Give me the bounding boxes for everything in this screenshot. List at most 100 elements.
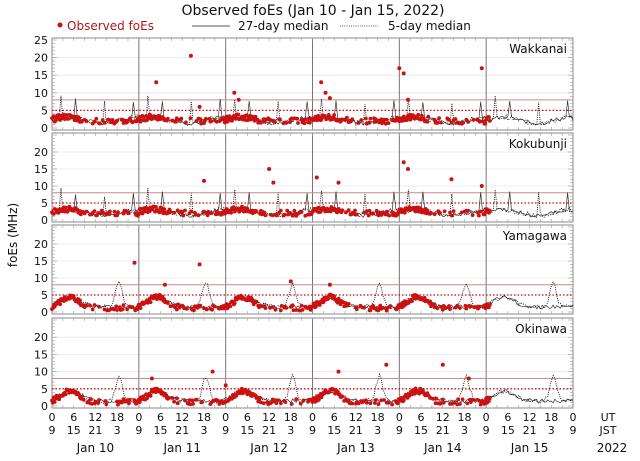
observed-point bbox=[299, 210, 304, 214]
observed-point bbox=[172, 210, 177, 215]
x-jst-tick-label: 9 bbox=[570, 424, 577, 437]
observed-point bbox=[236, 112, 241, 117]
observed-point bbox=[382, 398, 386, 402]
observed-point bbox=[98, 121, 102, 126]
observed-point bbox=[150, 207, 155, 212]
y-tick-label: 10 bbox=[34, 272, 48, 285]
observed-point bbox=[326, 113, 331, 117]
x-ut-tick-label: 0 bbox=[135, 411, 142, 424]
x-jst-tick-label: 15 bbox=[501, 424, 515, 437]
observed-point bbox=[346, 208, 351, 213]
observed-point bbox=[121, 303, 126, 308]
observed-point bbox=[157, 210, 162, 215]
observed-outlier bbox=[236, 97, 241, 102]
x-jst-tick-label: 15 bbox=[414, 424, 428, 437]
observed-point bbox=[126, 211, 131, 216]
observed-outlier bbox=[149, 376, 154, 381]
observed-point bbox=[364, 116, 368, 121]
observed-point bbox=[425, 208, 430, 213]
observed-point bbox=[209, 119, 214, 124]
observed-point bbox=[112, 209, 117, 214]
x-jst-tick-label: 21 bbox=[349, 424, 363, 437]
x-ut-tick-label: 12 bbox=[262, 411, 276, 424]
observed-point bbox=[114, 304, 119, 309]
x-ut-tick-label: 6 bbox=[504, 411, 511, 424]
observed-point bbox=[425, 119, 430, 124]
observed-point bbox=[465, 401, 470, 406]
x-jst-tick-label: 9 bbox=[396, 424, 403, 437]
observed-outlier bbox=[267, 167, 272, 171]
observed-point bbox=[67, 296, 72, 301]
observed-point bbox=[285, 208, 290, 213]
x-jst-tick-label: 3 bbox=[461, 424, 468, 437]
observed-point bbox=[478, 119, 483, 124]
x-jst-tick-label: 21 bbox=[436, 424, 450, 437]
observed-point bbox=[79, 119, 84, 124]
x-ut-tick-label: 12 bbox=[88, 411, 102, 424]
observed-point bbox=[138, 119, 143, 124]
observed-point bbox=[346, 302, 351, 306]
observed-point bbox=[353, 208, 357, 213]
observed-point bbox=[245, 298, 250, 303]
observed-point bbox=[438, 211, 442, 215]
observed-point bbox=[278, 117, 282, 122]
observed-point bbox=[307, 120, 312, 125]
observed-point bbox=[487, 115, 491, 119]
x-jst-tick-label: 3 bbox=[548, 424, 555, 437]
observed-point bbox=[434, 396, 439, 401]
observed-point bbox=[435, 306, 440, 311]
observed-point bbox=[192, 308, 196, 313]
observed-point bbox=[215, 398, 220, 403]
day-label: Jan 14 bbox=[423, 441, 462, 455]
observed-outlier bbox=[319, 80, 324, 85]
x-ut-tick-label: 12 bbox=[175, 411, 189, 424]
observed-outlier bbox=[154, 80, 159, 85]
observed-point bbox=[272, 398, 277, 403]
observed-outlier bbox=[188, 53, 193, 58]
observed-point bbox=[56, 211, 61, 215]
observed-point bbox=[108, 209, 112, 214]
observed-point bbox=[209, 211, 214, 216]
observed-point bbox=[298, 401, 303, 406]
station-label: Wakkanai bbox=[509, 42, 567, 56]
observed-outlier bbox=[440, 362, 445, 367]
observed-point bbox=[350, 117, 355, 122]
observed-outlier bbox=[479, 66, 484, 71]
observed-point bbox=[229, 210, 234, 215]
observed-point bbox=[253, 114, 258, 119]
observed-point bbox=[205, 213, 210, 218]
observed-point bbox=[97, 304, 101, 309]
ut-row-label: UT bbox=[601, 411, 616, 424]
observed-point bbox=[460, 397, 465, 402]
panel-wakkanai: 0 5 10 15 20 25 Wakkanai bbox=[34, 34, 574, 135]
x-ut-tick-label: 0 bbox=[483, 411, 490, 424]
observed-outlier bbox=[327, 282, 332, 287]
observed-point bbox=[148, 394, 153, 398]
observed-point bbox=[439, 120, 443, 125]
observed-outlier bbox=[271, 180, 276, 185]
observed-point bbox=[429, 211, 433, 215]
observed-point bbox=[294, 308, 299, 312]
observed-point bbox=[204, 307, 209, 312]
observed-point bbox=[255, 117, 260, 122]
observed-point bbox=[84, 303, 89, 308]
observed-point bbox=[432, 117, 437, 122]
observed-point bbox=[390, 402, 394, 407]
observed-outlier bbox=[401, 160, 406, 165]
observed-point bbox=[439, 401, 443, 406]
observed-point bbox=[483, 121, 488, 126]
observed-point bbox=[303, 117, 308, 122]
observed-point bbox=[274, 213, 279, 218]
y-tick-label: 10 bbox=[34, 366, 48, 379]
panel-yamagawa: 0 5 10 15 20 Yamagawa bbox=[34, 224, 574, 319]
observed-point bbox=[356, 401, 361, 406]
observed-point bbox=[437, 116, 441, 120]
observed-point bbox=[368, 116, 373, 121]
observed-point bbox=[184, 307, 189, 311]
observed-point bbox=[90, 307, 95, 312]
observed-point bbox=[382, 117, 386, 122]
observed-point bbox=[487, 303, 492, 307]
observed-point bbox=[362, 305, 366, 310]
observed-outlier bbox=[202, 178, 206, 183]
day-label: Jan 15 bbox=[510, 441, 549, 455]
